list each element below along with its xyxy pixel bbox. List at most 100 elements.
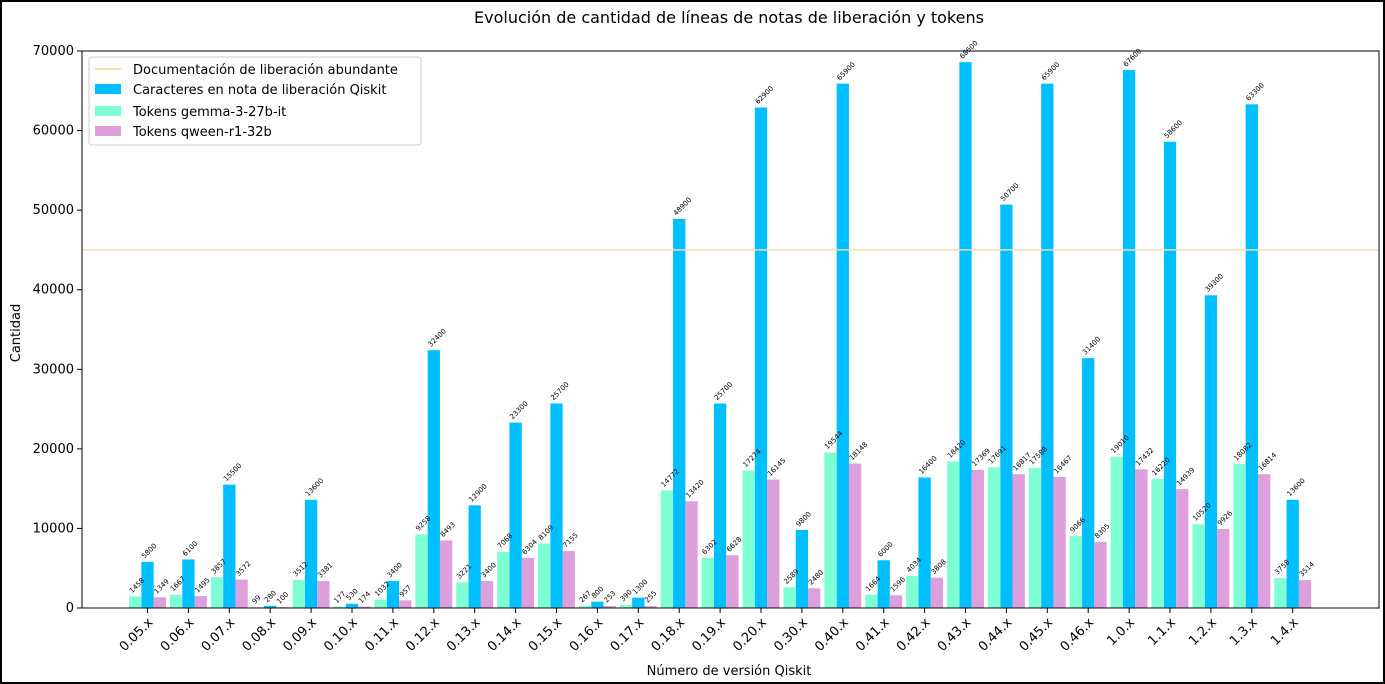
data-label: 3400 xyxy=(480,561,498,579)
bar xyxy=(673,218,686,608)
data-label: 48900 xyxy=(672,196,693,217)
data-label: 1349 xyxy=(153,577,171,595)
x-tick-label: 0.30.x xyxy=(771,615,811,655)
x-tick-label: 0.20.x xyxy=(730,615,770,655)
x-tick-label: 0.11.x xyxy=(362,615,402,655)
bar xyxy=(742,470,755,608)
y-axis: 0 10000 20000 30000 40000 50000 60000 70000 xyxy=(33,44,82,616)
x-axis-label: Número de versión Qiskit xyxy=(647,664,812,679)
bar xyxy=(591,601,604,608)
data-label: 6100 xyxy=(181,540,199,558)
y-tick-label: 50000 xyxy=(33,203,74,218)
bar xyxy=(795,530,809,608)
x-tick-label: 0.15.x xyxy=(526,615,566,655)
bar xyxy=(1069,535,1083,608)
x-tick-label: 0.45.x xyxy=(1017,615,1057,655)
x-tick-label: 0.19.x xyxy=(689,615,729,655)
data-label: 957 xyxy=(398,584,413,599)
bar xyxy=(345,603,359,608)
bar xyxy=(223,484,236,608)
bar xyxy=(304,499,318,608)
bar xyxy=(754,107,768,608)
bar xyxy=(836,83,849,609)
data-label: 267 xyxy=(578,589,593,604)
plot-area-border xyxy=(81,50,1380,609)
data-label: 12900 xyxy=(467,482,488,503)
data-label: 65900 xyxy=(836,61,857,82)
data-label: 6304 xyxy=(521,538,540,557)
bar xyxy=(292,580,305,608)
chart-title: Evolución de cantidad de líneas de notas… xyxy=(474,8,984,27)
data-label: 8305 xyxy=(1093,522,1111,540)
y-axis-label: Cantidad xyxy=(9,304,24,362)
x-tick-label: 0.46.x xyxy=(1058,615,1098,655)
bar xyxy=(726,555,739,608)
bar xyxy=(701,557,714,608)
bar xyxy=(399,600,412,608)
bar xyxy=(619,604,633,608)
x-tick-label: 1.2.x xyxy=(1186,615,1220,649)
bar xyxy=(235,579,248,608)
bar xyxy=(415,534,428,608)
x-tick-label: 0.09.x xyxy=(280,615,320,655)
x-tick-label: 0.42.x xyxy=(894,615,934,655)
x-tick-label: 0.05.x xyxy=(117,615,157,655)
data-label: 67600 xyxy=(1122,47,1143,68)
data-label: 25700 xyxy=(713,381,734,402)
y-tick-label: 20000 xyxy=(33,442,74,457)
data-label: 13420 xyxy=(684,478,705,499)
data-label: 177 xyxy=(332,590,347,605)
bar xyxy=(480,580,494,608)
x-tick-label: 0.12.x xyxy=(403,615,443,655)
bar xyxy=(264,605,277,608)
bar xyxy=(210,577,224,608)
data-label: 1495 xyxy=(193,576,211,594)
bar xyxy=(550,403,563,608)
bar xyxy=(1204,295,1218,608)
bar xyxy=(562,551,575,608)
bar xyxy=(169,594,183,608)
data-label: 14939 xyxy=(1175,466,1196,487)
bar xyxy=(1176,489,1189,608)
x-tick-label: 1.0.x xyxy=(1104,615,1138,649)
x-tick-label: 0.14.x xyxy=(485,615,525,655)
legend: Documentación de liberación abundante Ca… xyxy=(88,56,422,146)
legend-label-caracteres: Caracteres en nota de liberación Qiskit xyxy=(133,83,386,98)
bar xyxy=(685,501,698,608)
x-tick-label: 0.13.x xyxy=(444,615,484,655)
data-label: 13600 xyxy=(304,477,325,498)
bar xyxy=(906,575,919,608)
bar xyxy=(824,452,837,608)
bar xyxy=(1151,478,1164,608)
x-tick-label: 0.16.x xyxy=(567,615,607,655)
bar xyxy=(521,557,535,608)
data-label: 3400 xyxy=(386,561,404,579)
x-tick-label: 0.18.x xyxy=(649,615,689,655)
data-label: 31400 xyxy=(1081,335,1102,356)
bar xyxy=(1192,524,1205,608)
y-tick-label: 10000 xyxy=(33,521,74,536)
bar xyxy=(497,551,510,608)
bars-layer xyxy=(129,62,1312,609)
bar xyxy=(632,597,645,608)
x-axis: 0.05.x 0.06.x 0.07.x 0.08.x 0.09.x 0.10.x 0.11… xyxy=(117,608,1302,655)
y-tick-label: 0 xyxy=(66,601,74,616)
bar xyxy=(930,577,944,608)
bar xyxy=(129,596,142,608)
bar xyxy=(1135,469,1148,608)
y-tick-label: 40000 xyxy=(33,283,74,298)
bar xyxy=(848,463,862,608)
data-label: 16400 xyxy=(917,455,938,476)
data-label: 1300 xyxy=(631,578,649,596)
x-tick-label: 0.06.x xyxy=(158,615,198,655)
x-tick-label: 1.3.x xyxy=(1227,615,1261,649)
bar xyxy=(959,62,972,608)
bar xyxy=(1233,464,1246,608)
bar xyxy=(660,490,674,608)
bar xyxy=(1082,358,1095,608)
bar xyxy=(1094,541,1107,608)
bar xyxy=(713,403,727,608)
legend-box xyxy=(88,56,422,146)
data-label: 99 xyxy=(251,594,263,606)
